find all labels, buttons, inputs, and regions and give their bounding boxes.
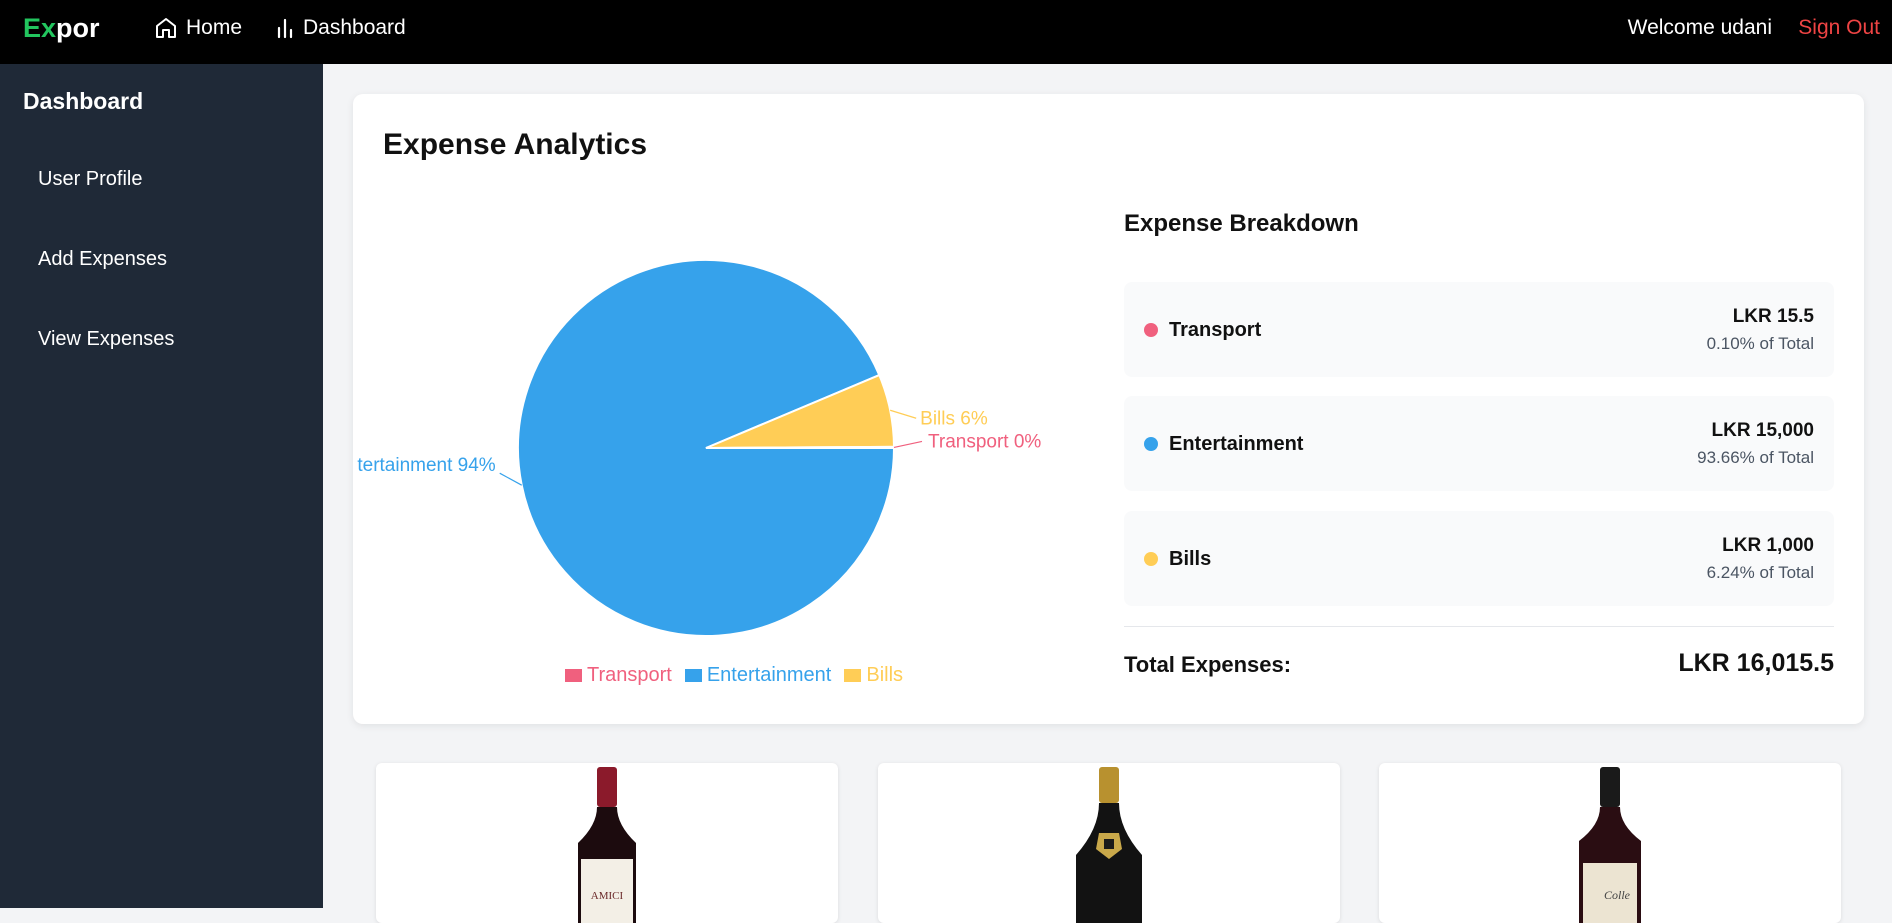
total-expenses-label: Total Expenses: [1124,652,1292,677]
pie-slice-transport[interactable] [705,445,896,450]
sidebar-item-view-expenses[interactable]: View Expenses [38,328,175,350]
legend-item-bills[interactable]: Bills [844,664,903,687]
product-card[interactable] [878,763,1340,923]
pie-label-bills: Bills 6% [920,408,988,429]
breakdown-amount: LKR 15.5 [1732,306,1814,327]
top-navbar: Expor Home Dashboard Welcome udani Sign … [0,0,1892,64]
legend-label-transport: Transport [587,664,672,686]
breakdown-name: Entertainment [1169,433,1304,455]
breakdown-percent: 93.66% of Total [1697,448,1814,467]
breakdown-amount: LKR 1,000 [1722,535,1814,556]
transport-color-dot [1144,323,1158,337]
signout-button[interactable]: Sign Out [1798,16,1880,39]
legend-label-bills: Bills [866,664,904,686]
breakdown-item-transport: Transport LKR 15.5 0.10% of Total [1124,282,1834,377]
wine-bottle-image: AMICI [578,767,636,923]
sidebar-item-user-profile[interactable]: User Profile [38,168,143,190]
label-leader-bills [889,409,917,419]
label-leader-transport [893,440,923,449]
product-label-text: AMICI [591,890,624,902]
legend-swatch-transport [565,669,582,682]
legend-swatch-bills [844,669,862,682]
sidebar-item-add-expenses[interactable]: Add Expenses [38,248,167,270]
welcome-text: Welcome udani [1627,16,1772,39]
pie-chart-area: Transport 0% tertainment 94% Bills 6% [353,204,1093,684]
pie-label-entertainment: tertainment 94% [357,455,495,476]
sidebar-title[interactable]: Dashboard [23,88,144,114]
breakdown-title: Expense Breakdown [1124,210,1359,237]
legend-item-entertainment[interactable]: Entertainment [684,664,832,687]
wine-bottle-image [1076,767,1142,923]
pie-label-transport: Transport 0% [928,431,1041,452]
nav-home-link[interactable]: Home [154,16,242,40]
pie-chart: Transport 0% tertainment 94% Bills 6% [357,259,1041,637]
breakdown-name: Bills [1169,548,1212,570]
wine-bottle-image: Colle [1579,767,1641,923]
breakdown-percent: 6.24% of Total [1706,563,1814,582]
app-logo[interactable]: Expor [23,13,100,44]
product-label-text: Colle [1604,888,1631,902]
expense-analytics-card: Expense Analytics Transport 0% tertainmen… [353,94,1864,724]
sidebar: Dashboard User Profile Add Expenses View… [0,64,323,908]
legend-item-transport[interactable]: Transport [565,664,672,687]
bills-color-dot [1144,552,1158,566]
legend-label-entertainment: Entertainment [706,664,832,686]
chart-legend: Transport Entertainment Bills [565,664,916,687]
breakdown-item-entertainment: Entertainment LKR 15,000 93.66% of Total [1124,396,1834,491]
breakdown-item-bills: Bills LKR 1,000 6.24% of Total [1124,511,1834,606]
product-card[interactable]: AMICI [376,763,838,923]
logo-part-ex: Ex [23,13,57,43]
breakdown-name: Transport [1169,319,1262,341]
total-expenses-value: LKR 16,015.5 [1678,649,1834,677]
home-icon [156,18,176,38]
nav-dashboard-link[interactable]: Dashboard [275,16,406,40]
nav-home-label: Home [186,16,243,39]
logo-part-por: por [56,13,100,43]
breakdown-percent: 0.10% of Total [1706,334,1814,353]
product-card[interactable]: Colle [1379,763,1841,923]
entertainment-color-dot [1144,437,1158,451]
label-leader-entertainment [499,472,523,486]
bar-chart-icon [277,18,293,39]
total-divider [1124,626,1834,627]
legend-swatch-entertainment [684,669,702,682]
nav-dashboard-label: Dashboard [303,16,406,39]
breakdown-amount: LKR 15,000 [1711,420,1814,441]
card-title: Expense Analytics [383,128,648,161]
